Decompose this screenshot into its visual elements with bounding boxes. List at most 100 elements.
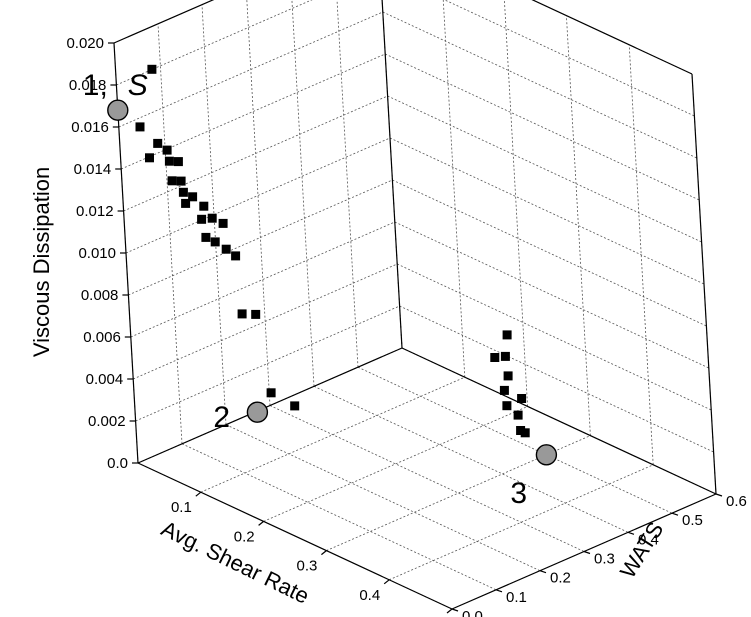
data-point bbox=[210, 237, 220, 247]
axis-edge bbox=[113, 0, 215, 44]
y-axis-title: WATS bbox=[615, 517, 669, 582]
annotation-label: 1, bbox=[83, 69, 108, 102]
data-point bbox=[266, 388, 276, 398]
grid-line bbox=[246, 0, 271, 406]
data-point bbox=[490, 353, 500, 362]
z-tick-label: 0.014 bbox=[74, 161, 112, 178]
grid-line bbox=[392, 179, 707, 327]
y-tick-label: 0.4 bbox=[638, 531, 659, 548]
data-point bbox=[178, 187, 188, 197]
y-tick-label: 0.5 bbox=[682, 512, 703, 529]
grid-line bbox=[381, 0, 403, 349]
x-tick-label: 0.3 bbox=[297, 558, 318, 575]
grid-line bbox=[443, 0, 695, 117]
z-tick-label: 0.008 bbox=[81, 287, 119, 304]
axis-frame bbox=[108, 0, 723, 614]
data-point bbox=[176, 176, 186, 186]
axis-edge bbox=[137, 462, 453, 610]
grid-line bbox=[381, 0, 403, 349]
annotation-label: S bbox=[128, 69, 148, 102]
highlight-point bbox=[107, 99, 129, 121]
grid-line bbox=[357, 366, 673, 514]
data-point bbox=[164, 156, 174, 166]
data-points bbox=[107, 64, 558, 466]
data-point bbox=[181, 198, 191, 208]
grid-line bbox=[291, 0, 315, 387]
grid-line bbox=[113, 0, 214, 44]
axis-edge bbox=[401, 347, 717, 495]
tick-mark bbox=[539, 570, 547, 574]
grid-line bbox=[263, 406, 528, 522]
grid-line bbox=[566, 15, 591, 436]
data-point bbox=[231, 251, 241, 261]
z-tick-label: 0.012 bbox=[76, 203, 114, 220]
data-point bbox=[503, 371, 513, 381]
x-tick-label: 0.2 bbox=[234, 528, 255, 545]
data-point bbox=[173, 157, 183, 167]
grid-line bbox=[181, 443, 497, 591]
annotation-label: 2 bbox=[213, 401, 230, 434]
y-tick-label: 0.0 bbox=[462, 608, 483, 617]
grid-layer bbox=[113, 0, 717, 610]
y-tick-label: 0.3 bbox=[594, 551, 615, 568]
tick-mark bbox=[627, 531, 635, 535]
axis-edge bbox=[381, 0, 403, 349]
y-tick-label: 0.1 bbox=[506, 589, 527, 606]
grid-line bbox=[442, 0, 466, 378]
tick-mark bbox=[583, 550, 591, 555]
z-tick-label: 0.004 bbox=[86, 371, 124, 388]
data-point bbox=[502, 401, 512, 411]
grid-line bbox=[387, 95, 702, 243]
grid-line bbox=[313, 385, 629, 533]
data-point bbox=[237, 309, 247, 319]
data-point bbox=[290, 401, 300, 411]
data-point bbox=[188, 192, 198, 202]
data-point bbox=[520, 428, 530, 438]
data-point bbox=[207, 213, 217, 223]
tick-mark bbox=[383, 579, 390, 585]
x-tick-label: 0.4 bbox=[359, 587, 380, 604]
data-point bbox=[499, 385, 509, 395]
axis-edge bbox=[137, 347, 403, 464]
z-tick-label: 0.006 bbox=[83, 329, 121, 346]
data-point bbox=[517, 394, 527, 403]
grid-line bbox=[503, 0, 528, 407]
data-point bbox=[201, 232, 211, 242]
annotation-label: 3 bbox=[510, 477, 527, 510]
grid-line bbox=[225, 424, 541, 572]
z-tick-label: 0.018 bbox=[69, 77, 107, 94]
grid-line bbox=[394, 221, 709, 369]
highlight-point bbox=[535, 444, 558, 466]
data-point bbox=[147, 64, 157, 74]
z-tick-label: 0.020 bbox=[66, 35, 104, 52]
tick-mark bbox=[195, 491, 202, 497]
tick-labels: 0.0 0.002 0.004 0.006 0.008 0.010 0.012 0.014 0.… bbox=[66, 35, 746, 617]
data-point bbox=[153, 138, 163, 148]
grid-line bbox=[399, 305, 714, 453]
data-point bbox=[197, 214, 207, 224]
tick-mark bbox=[495, 589, 503, 593]
y-tick-label: 0.6 bbox=[726, 493, 747, 510]
z-tick-label: 0.0 bbox=[107, 455, 128, 472]
z-axis-title: Viscous Dissipation bbox=[29, 167, 54, 357]
tick-mark bbox=[446, 608, 453, 614]
data-point bbox=[221, 244, 231, 254]
tick-mark bbox=[321, 550, 327, 556]
z-tick-label: 0.016 bbox=[71, 119, 109, 136]
data-point bbox=[199, 201, 209, 211]
data-point bbox=[145, 153, 154, 163]
grid-line bbox=[531, 0, 693, 75]
data-point bbox=[218, 218, 228, 228]
z-tick-label: 0.010 bbox=[78, 245, 116, 262]
z-tick-label: 0.002 bbox=[88, 413, 126, 430]
data-point bbox=[500, 351, 510, 361]
y-tick-label: 0.2 bbox=[550, 570, 571, 587]
data-point bbox=[516, 426, 526, 435]
grid-line bbox=[382, 11, 697, 159]
annotations: 1, S 2 3 bbox=[83, 69, 527, 510]
grid-line bbox=[389, 137, 705, 285]
x-tick-label: 0.1 bbox=[171, 499, 192, 516]
tick-mark bbox=[671, 512, 679, 516]
axis-edge bbox=[531, 0, 693, 75]
